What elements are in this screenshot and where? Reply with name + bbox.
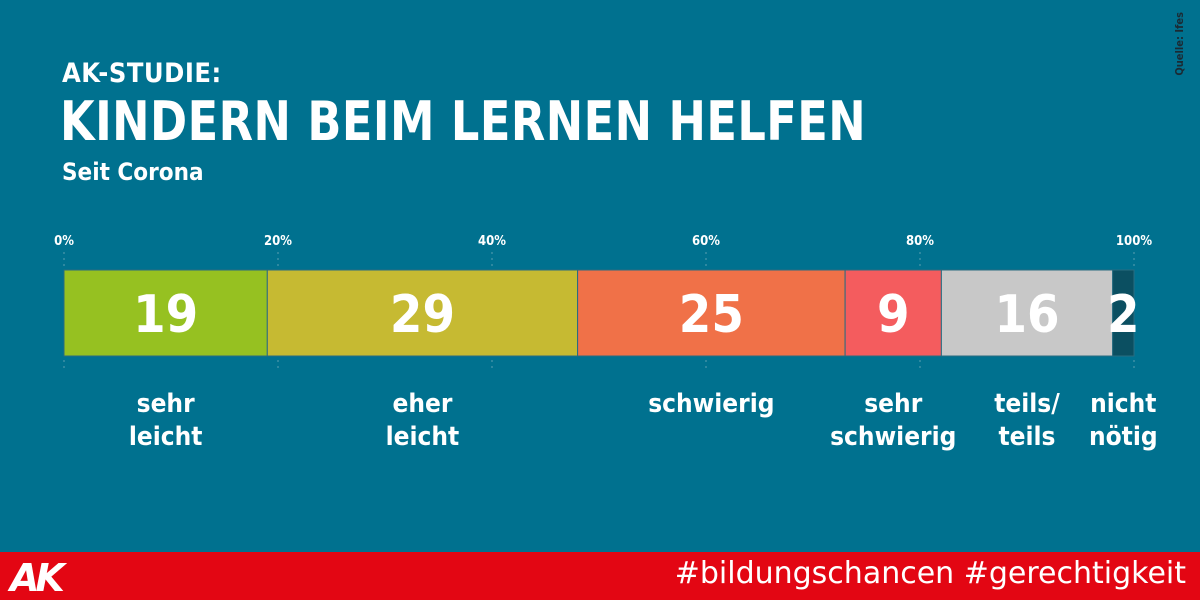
category-label: sehr — [864, 389, 922, 419]
data-label: 2 — [1107, 285, 1140, 345]
footer-bar: AK #bildungschancen #gerechtigkeit — [0, 552, 1200, 600]
data-label: 19 — [133, 285, 198, 345]
bar-segment — [63, 269, 268, 357]
bar-segment — [577, 269, 846, 357]
kicker-label: AK-STUDIE: — [62, 58, 222, 89]
subtitle: Seit Corona — [62, 158, 204, 186]
bar-segment — [1112, 269, 1135, 357]
data-label: 9 — [877, 285, 910, 345]
category-label: leicht — [386, 422, 460, 452]
category-label: nicht — [1090, 389, 1156, 419]
category-label: nötig — [1089, 422, 1158, 452]
category-label: teils/ — [994, 389, 1060, 419]
tick-label: 0% — [54, 234, 74, 249]
category-label: leicht — [129, 422, 203, 452]
category-label: teils — [998, 422, 1055, 452]
page-title: KINDERN BEIM LERNEN HELFEN — [60, 90, 867, 153]
data-label: 29 — [390, 285, 455, 345]
category-label: sehr — [137, 389, 195, 419]
category-label: schwierig — [830, 422, 956, 452]
tick-label: 80% — [906, 234, 934, 249]
ak-logo: AK — [10, 556, 65, 600]
bar-segment — [266, 269, 579, 357]
data-label: 16 — [994, 285, 1059, 345]
category-label: schwierig — [648, 389, 774, 419]
bar-segment — [940, 269, 1114, 357]
tick-label: 100% — [1116, 234, 1152, 249]
tick-label: 40% — [478, 234, 506, 249]
bar-segment — [844, 269, 942, 357]
hashtags: #bildungschancen #gerechtigkeit — [674, 556, 1186, 591]
tick-label: 20% — [264, 234, 292, 249]
tick-label: 60% — [692, 234, 720, 249]
category-label: eher — [392, 389, 452, 419]
data-label: 25 — [679, 285, 744, 345]
